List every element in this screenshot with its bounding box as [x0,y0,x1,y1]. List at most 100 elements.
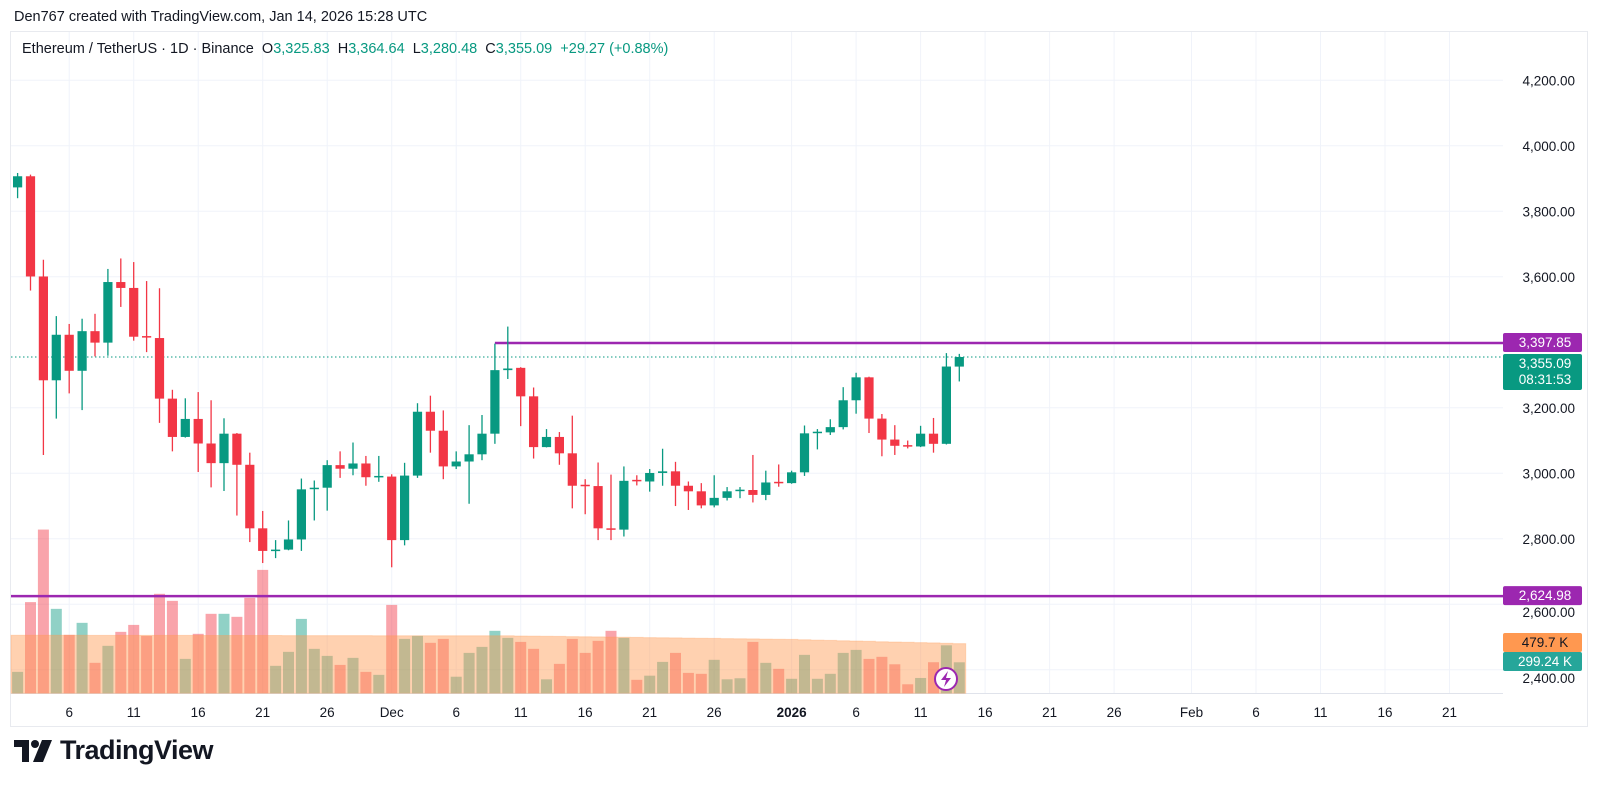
price-tick-label: 4,000.00 [1522,139,1575,154]
candle-body [425,411,435,431]
volume-bar [631,679,643,694]
volume-bar [179,658,191,694]
candle-body [928,433,939,444]
volume-bar [128,624,140,694]
volume-bar [747,641,759,694]
volume-bar [850,649,862,694]
candle-body [838,400,848,428]
candle [683,481,693,510]
candle [64,323,74,394]
lightning-icon[interactable] [934,667,958,691]
candle [916,425,926,448]
candle [799,425,810,476]
candle-body [477,433,487,455]
candle [709,475,719,508]
price-tick-label: 3,600.00 [1522,270,1575,285]
candle-body [735,489,745,492]
candle-body [529,396,539,448]
candle-body [464,454,474,462]
volume-bar [695,673,707,694]
candle-body [38,276,48,381]
time-tick-label: 16 [1377,705,1392,720]
candle [438,410,448,480]
candle [632,475,642,486]
volume-bar [566,638,578,694]
candle [838,387,848,430]
tradingview-logo[interactable]: TradingView [14,735,214,766]
chart-attribution: Den767 created with TradingView.com, Jan… [14,9,428,25]
candle [25,174,36,291]
candle-body [412,411,423,476]
time-tick-label: 21 [255,705,270,720]
volume-bar [102,645,114,694]
candle-body [258,528,268,551]
volume-bar [76,622,88,694]
volume-bar [50,608,62,694]
candle-body [890,439,900,446]
candle [361,455,371,486]
open-label: O [261,41,274,57]
candle-body [787,472,797,484]
volume-bar [502,637,514,694]
candle-body [941,366,951,444]
candle [400,462,410,546]
candle-body [129,287,139,337]
candle [903,440,913,449]
candle [787,470,797,484]
candle-body [683,485,693,492]
candle [296,478,306,551]
time-tick-label: 6 [65,705,73,720]
level-price-tag: 2,624.98 [1503,586,1582,606]
candle [258,510,268,564]
symbol-name[interactable]: Ethereum / TetherUS · 1D · Binance [22,41,254,57]
candle [490,343,500,444]
candle [245,452,255,543]
volume-bar [541,679,552,694]
candle [129,262,139,341]
last-price-tag-text: 3,355.09 [1519,356,1572,371]
low-label: L [412,41,421,57]
volume-bar [915,677,927,694]
candle-body [193,418,203,444]
candle-body [903,445,913,447]
time-tick-label: 16 [978,705,993,720]
candle-body [361,463,371,478]
price-axis[interactable]: 4,200.00 4,000.00 3,800.00 3,600.00 3,200.00… [1522,73,1575,686]
time-tick-label: Feb [1180,705,1203,720]
time-tick-label: 21 [642,705,657,720]
volume-bar [773,668,785,694]
candle [722,487,732,501]
volume-bar [928,662,939,694]
volume-bar [657,661,669,694]
candle [941,353,951,445]
volume-bar [760,662,772,694]
candle [167,389,177,452]
volume-bar [721,679,733,694]
last-price-tag-bg [1503,354,1582,391]
volume-ma-tag-text: 479.7 K [1522,635,1569,650]
candle-body [812,431,822,434]
candle-body [25,176,36,277]
volume-bar [618,637,630,694]
volume-bar [670,652,681,694]
volume-bar [347,657,359,694]
candle [38,259,48,455]
volume-bar [734,678,746,694]
candle [593,462,603,541]
candle-body [154,338,165,399]
candle-body [142,336,152,338]
candle-body [309,487,319,490]
candle-body [877,418,887,440]
candle [864,376,874,434]
candle-body [64,334,74,371]
candle-body [748,490,758,495]
candle [954,353,964,382]
candle-body [374,475,384,478]
volume-bar [89,662,101,694]
time-axis[interactable]: 6 11 16 21 26 Dec 6 11 16 21 26 2026 6 11 16 21 26 Feb 6 11… [65,705,1457,720]
candle [90,313,100,357]
candle-body [761,482,771,495]
volume-bar [489,630,501,694]
candle [283,520,294,551]
